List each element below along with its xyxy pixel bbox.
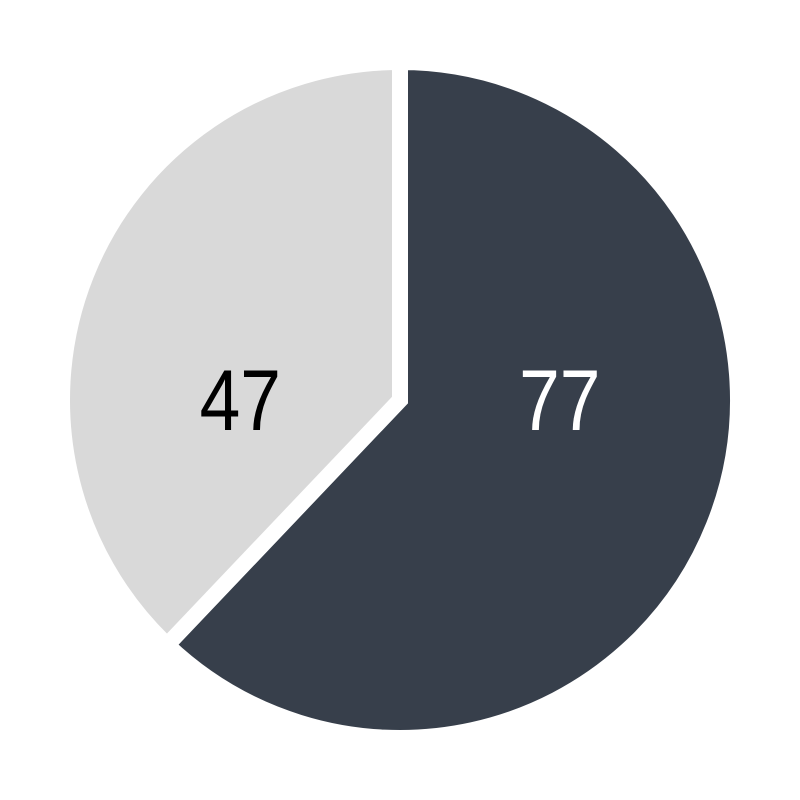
slice-label: 47 — [200, 352, 281, 448]
pie-slice-77 — [155, 53, 746, 746]
slice-label: 77 — [519, 352, 600, 448]
pie-slice-47 — [54, 53, 408, 657]
